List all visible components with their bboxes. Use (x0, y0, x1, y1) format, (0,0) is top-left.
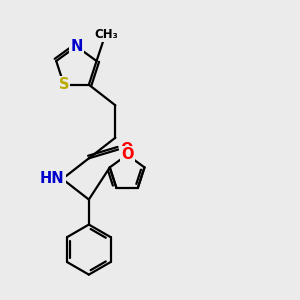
Text: CH₃: CH₃ (94, 28, 118, 41)
Text: N: N (70, 39, 82, 54)
Text: S: S (59, 77, 69, 92)
Text: O: O (120, 142, 133, 157)
Text: O: O (121, 147, 134, 162)
Text: HN: HN (40, 171, 64, 186)
